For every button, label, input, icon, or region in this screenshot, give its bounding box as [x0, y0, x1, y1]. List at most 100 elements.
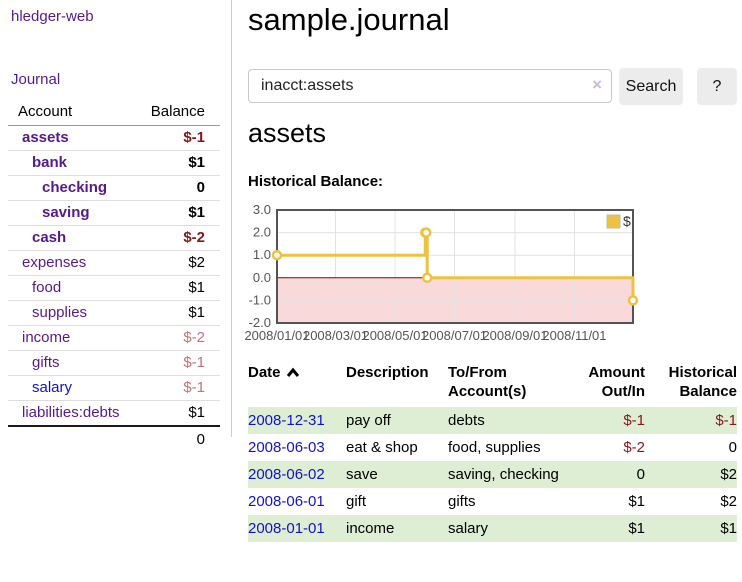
svg-text:0.0: 0.0	[253, 270, 271, 285]
account-row: salary $-1	[8, 375, 220, 401]
register-balance: $-1	[715, 412, 737, 429]
account-link-bank[interactable]: bank	[32, 154, 68, 171]
account-balance: $1	[188, 404, 205, 421]
account-link-food[interactable]: food	[32, 279, 62, 296]
svg-text:3.0: 3.0	[253, 203, 271, 217]
account-row: supplies $1	[8, 300, 220, 326]
page-title: sample.journal	[248, 2, 450, 37]
register-row: 2008-06-01 gift gifts $1 $2	[248, 488, 737, 515]
account-link-checking[interactable]: checking	[42, 179, 108, 196]
svg-text:2008/01/01: 2008/01/01	[244, 328, 309, 343]
account-link-gifts[interactable]: gifts	[32, 354, 60, 371]
account-link-income[interactable]: income	[22, 329, 71, 346]
balance-chart: 2008/01/01 2008/03/01 2008/05/01 2008/07/01…	[238, 203, 742, 350]
account-row: cash $-2	[8, 225, 220, 251]
account-balance: $-1	[138, 350, 220, 376]
sidebar-item-journal[interactable]: Journal	[11, 71, 61, 88]
register-balance: $1	[720, 520, 737, 537]
svg-text:-2.0: -2.0	[249, 315, 271, 330]
register-accounts: debts	[448, 412, 485, 429]
account-link-supplies[interactable]: supplies	[32, 304, 88, 321]
register-description: save	[346, 466, 378, 483]
account-balance: $-2	[138, 325, 220, 351]
register-date-link[interactable]: 2008-12-31	[248, 412, 325, 429]
register-date-link[interactable]: 2008-06-02	[248, 466, 325, 483]
register-accounts: gifts	[448, 493, 476, 510]
account-row: bank $1	[8, 150, 220, 176]
register-accounts: salary	[448, 520, 489, 537]
register-header-accounts: To/From Account(s)	[448, 364, 527, 400]
register-row: 2008-01-01 income salary $1 $1	[248, 515, 737, 542]
register-amount: $1	[628, 520, 645, 537]
register-balance: 0	[728, 439, 737, 456]
account-balance: $-2	[138, 225, 220, 251]
search-button[interactable]: Search	[619, 68, 683, 105]
chart-title: Historical Balance:	[248, 173, 384, 190]
account-heading: assets	[248, 118, 327, 148]
register-date-link[interactable]: 2008-06-01	[248, 493, 325, 510]
accounts-header-row: Account Balance	[8, 100, 220, 126]
search-input-wrap: ×	[248, 69, 612, 103]
account-row: expenses $2	[8, 250, 220, 276]
register-header-date[interactable]: Date	[248, 361, 346, 407]
clear-search-icon[interactable]: ×	[592, 75, 602, 94]
svg-text:2008/05/01: 2008/05/01	[362, 328, 427, 343]
account-balance: $2	[138, 250, 220, 276]
account-link-saving[interactable]: saving	[42, 204, 90, 221]
svg-text:2008/03/01: 2008/03/01	[303, 328, 368, 343]
svg-text:1.0: 1.0	[253, 247, 271, 262]
help-button[interactable]: ?	[697, 68, 737, 105]
svg-text:2008/07/01: 2008/07/01	[422, 328, 487, 343]
account-row: gifts $-1	[8, 350, 220, 376]
account-balance: $1	[138, 150, 220, 176]
register-header-amount: Amount Out/In	[588, 364, 645, 400]
svg-text:2.0: 2.0	[253, 225, 271, 240]
account-balance: $1	[138, 200, 220, 226]
register-row: 2008-06-02 save saving, checking 0 $2	[248, 461, 737, 488]
accounts-total-row: 0	[8, 425, 220, 452]
register-description: pay off	[346, 412, 391, 429]
account-balance: 0	[138, 175, 220, 201]
account-row: saving $1	[8, 200, 220, 226]
app-title-link[interactable]: hledger-web	[11, 8, 94, 25]
svg-text:2008/09/01: 2008/09/01	[482, 328, 547, 343]
account-row: food $1	[8, 275, 220, 301]
register-table: Date Description To/From Account(s) Amou…	[248, 361, 737, 542]
register-amount: $1	[628, 493, 645, 510]
search-input[interactable]	[248, 69, 612, 103]
svg-text:-1.0: -1.0	[249, 292, 271, 307]
register-amount: $-2	[623, 439, 645, 456]
register-accounts: saving, checking	[448, 466, 559, 483]
account-row: assets $-1	[8, 125, 220, 151]
account-balance: $1	[138, 275, 220, 301]
svg-text:2008/11/01: 2008/11/01	[542, 328, 606, 343]
register-description: eat & shop	[346, 439, 418, 456]
accounts-header-balance: Balance	[138, 100, 220, 126]
account-link-salary[interactable]: salary	[32, 379, 73, 396]
account-link-liabilities-debts[interactable]: liabilities:debts	[22, 404, 120, 421]
account-row: income $-2	[8, 325, 220, 351]
register-header-row: Date Description To/From Account(s) Amou…	[248, 361, 737, 407]
account-balance: $1	[138, 300, 220, 326]
register-description: gift	[346, 493, 367, 510]
register-header-balance: Historical Balance	[668, 364, 737, 400]
register-description: income	[346, 520, 395, 537]
sidebar: hledger-web Journal Account Balance asse…	[0, 0, 232, 452]
accounts-total-balance: 0	[138, 425, 220, 452]
register-date-link[interactable]: 2008-06-03	[248, 439, 325, 456]
account-link-assets[interactable]: assets	[22, 129, 69, 146]
svg-text:$: $	[623, 213, 631, 229]
accounts-header-account: Account	[8, 100, 139, 126]
register-balance: $2	[720, 466, 737, 483]
register-date-link[interactable]: 2008-01-01	[248, 520, 325, 537]
register-row: 2008-06-03 eat & shop food, supplies $-2 0	[248, 434, 737, 461]
account-link-cash[interactable]: cash	[32, 229, 67, 246]
register-header-description: Description	[346, 364, 429, 381]
accounts-table: Account Balance assets $-1 bank $1 checking 0…	[8, 100, 220, 452]
register-amount: 0	[636, 466, 645, 483]
register-accounts: food, supplies	[448, 439, 541, 456]
account-row: liabilities:debts $1	[8, 401, 220, 427]
account-link-expenses[interactable]: expenses	[22, 254, 87, 271]
sort-ascending-icon	[286, 367, 299, 377]
account-balance: $-1	[138, 125, 220, 151]
